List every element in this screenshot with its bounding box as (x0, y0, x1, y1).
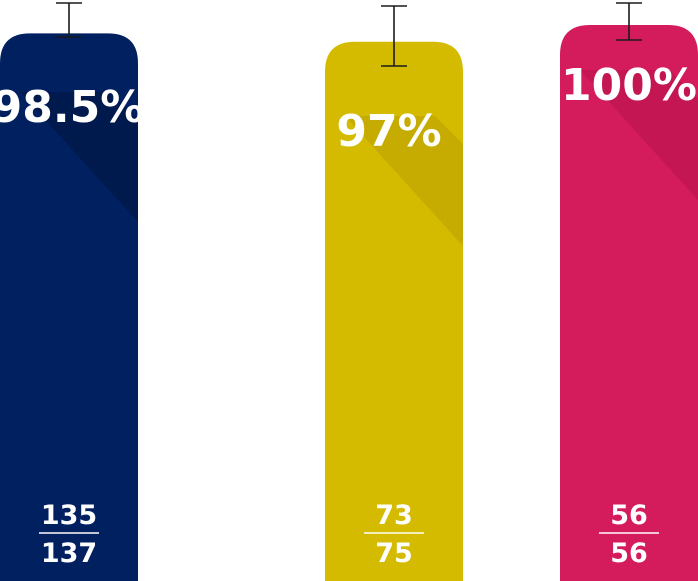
numerator-label-2: 73 (375, 500, 413, 531)
bar-label-shadow-3 (580, 70, 698, 200)
value-label-3: 100% (561, 60, 697, 111)
denominator-label-1: 137 (41, 538, 97, 569)
bar-label-shadow-1 (20, 92, 138, 222)
numerator-label-1: 135 (41, 500, 97, 531)
bar-group-2: 97% 73 75 (325, 5, 463, 581)
numerator-label-3: 56 (610, 500, 648, 531)
bar-3 (560, 25, 698, 581)
value-label-2: 97% (336, 106, 441, 157)
value-label-1: 98.5% (0, 82, 144, 133)
error-bar-1 (56, 2, 82, 38)
bar-label-shadow-2 (345, 116, 463, 246)
bar-group-1: 98.5% 135 137 (0, 2, 144, 581)
bar-group-3: 100% 56 56 (560, 2, 698, 581)
denominator-label-3: 56 (610, 538, 648, 569)
error-bar-3 (616, 2, 642, 41)
error-bar-2 (381, 5, 407, 67)
denominator-label-2: 75 (375, 538, 413, 569)
